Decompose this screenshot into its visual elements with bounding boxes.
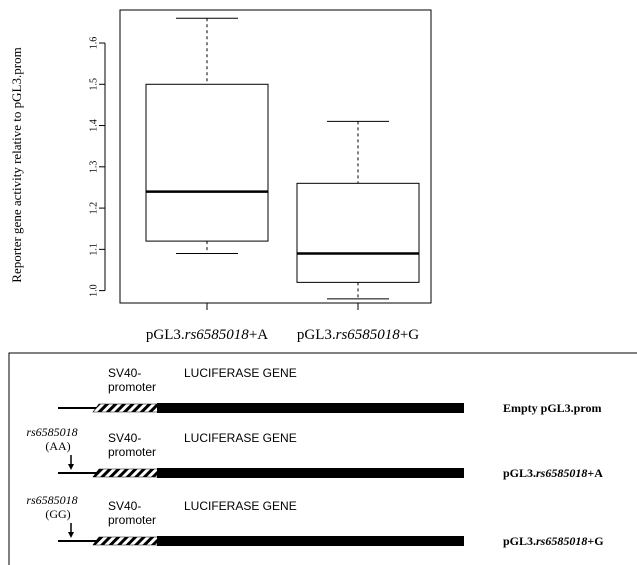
luciferase-bar [157,468,464,478]
genotype-label: (GG) [45,507,70,521]
y-tick-label: 1.0 [89,284,100,297]
promoter-label: promoter [108,380,156,394]
box [296,182,420,283]
genotype-label: (AA) [45,439,70,453]
snp-label: rs6585018 [26,493,77,507]
construct-row: SV40-promoter LUCIFERASE GENE pGL3.rs65850… [26,425,603,480]
x-axis: pGL3.rs6585018+A pGL3.rs6585018+G [146,303,419,343]
plot-frame [119,9,432,304]
boxplot-a [145,17,269,254]
boxplot-g [296,120,420,300]
snp-arrow-head [68,532,74,538]
promoter-hatch [92,403,159,413]
luciferase-bar [157,403,464,413]
boxplots [145,17,420,300]
construct-name: pGL3.rs6585018+G [503,534,604,548]
gene-label: LUCIFERASE GENE [184,366,297,380]
y-tick-label: 1.6 [89,37,100,50]
gene-label: LUCIFERASE GENE [184,431,297,445]
y-axis: 1.0 1.1 1.2 1.3 1.4 1.5 1.6 [89,37,106,297]
y-axis-label: Reporter gene activity relative to pGL3.… [9,47,24,282]
luciferase-bar [157,536,464,546]
y-tick-label: 1.1 [89,243,100,256]
promoter-label: promoter [108,513,156,527]
snp-label: rs6585018 [26,425,77,439]
promoter-hatch [92,536,159,546]
construct-row: SV40-promoter LUCIFERASE GENE pGL3.rs65850… [26,493,603,548]
promoter-label: SV40- [108,499,141,513]
construct-panel [8,352,637,565]
construct-name: Empty pGL3.prom [503,401,601,415]
promoter-label: SV40- [108,366,141,380]
gene-label: LUCIFERASE GENE [184,499,297,513]
construct-name: pGL3.rs6585018+A [503,466,603,480]
promoter-label: SV40- [108,431,141,445]
y-tick-label: 1.2 [89,202,100,215]
y-tick-label: 1.4 [89,119,100,131]
box [145,83,269,242]
promoter-hatch [92,468,159,478]
y-tick-label: 1.5 [89,78,100,91]
construct-row: SV40-promoter LUCIFERASE GENE Empty pGL3.p… [58,366,601,415]
x-tick-label: pGL3.rs6585018+G [297,327,419,343]
snp-arrow-head [68,464,74,470]
y-tick-label: 1.3 [89,161,100,174]
promoter-label: promoter [108,445,156,459]
x-tick-label: pGL3.rs6585018+A [146,327,268,343]
